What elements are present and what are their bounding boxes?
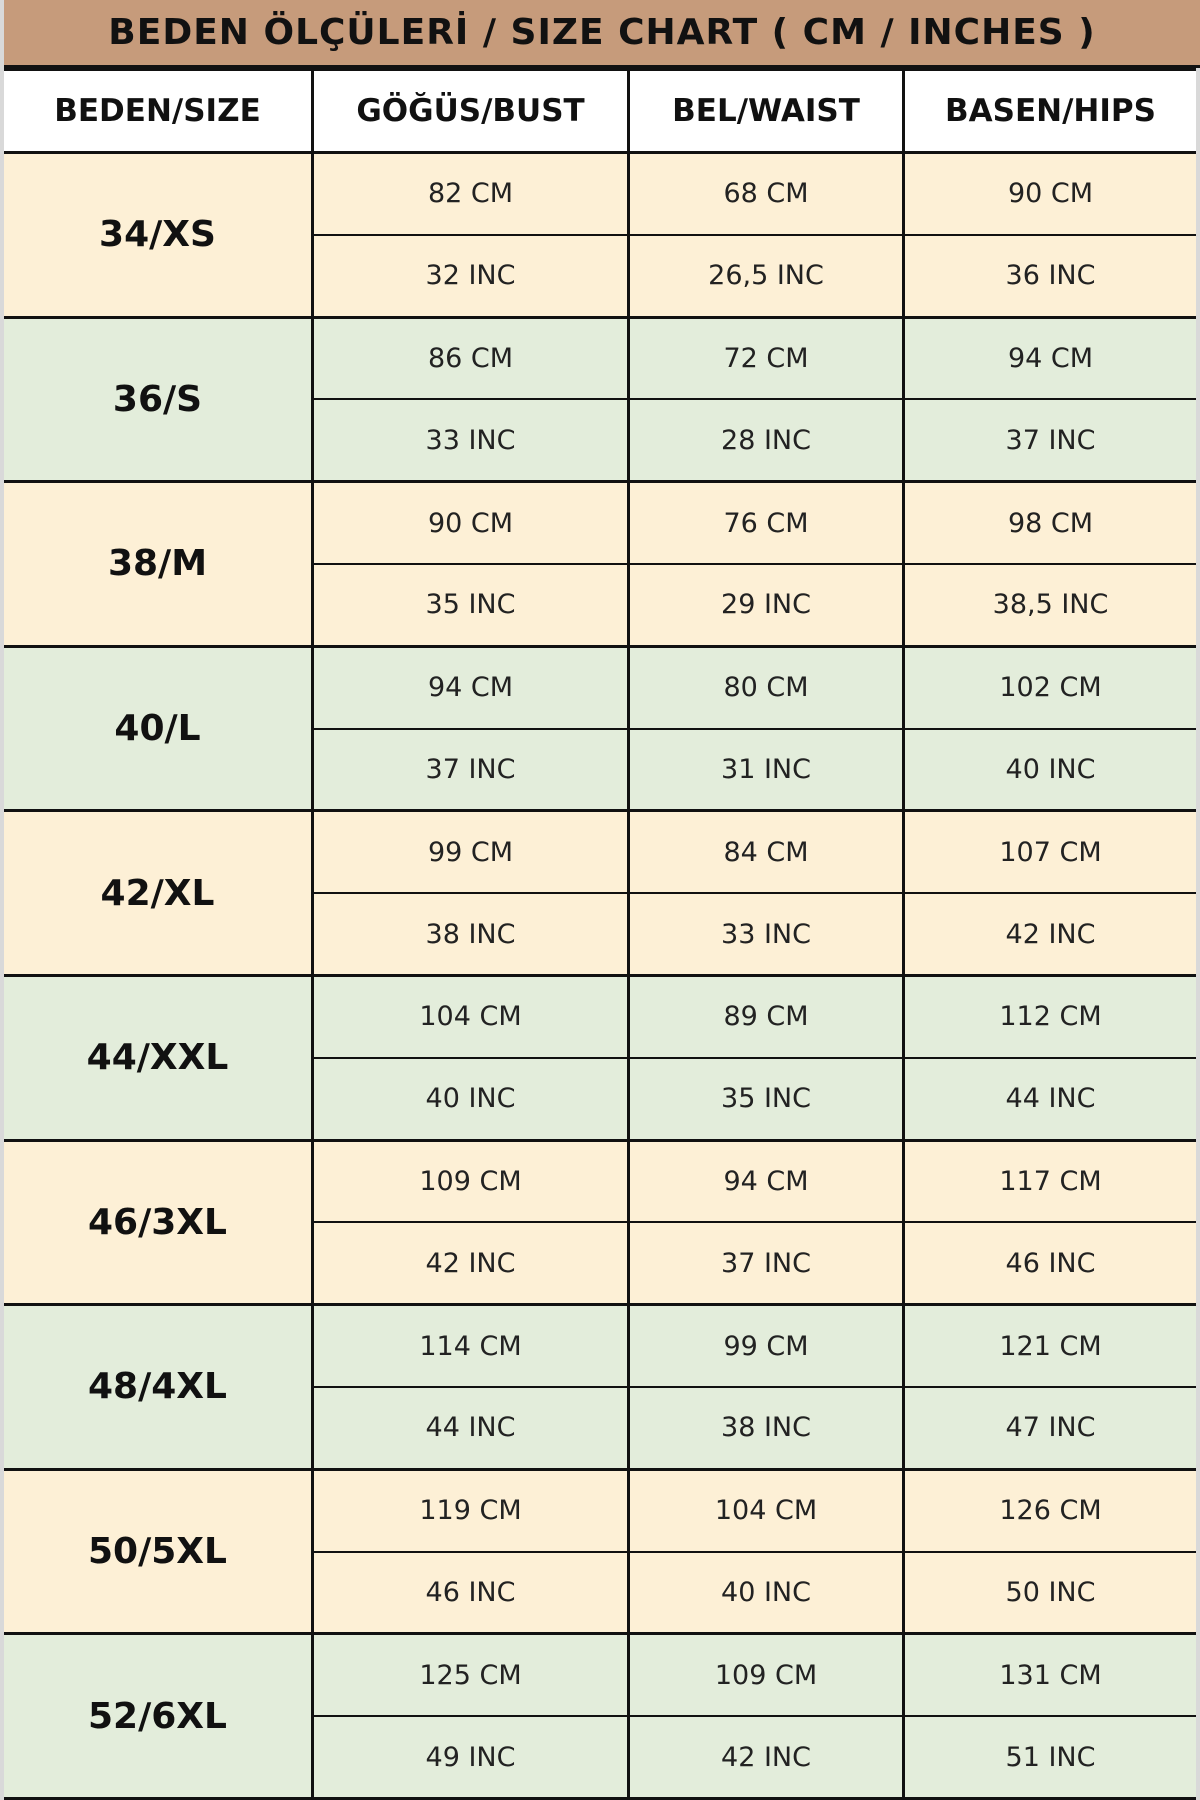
hips-cm-value: 121 CM <box>905 1306 1196 1386</box>
hips-cm-value: 94 CM <box>905 318 1196 399</box>
bust-inc-value: 46 INC <box>314 1552 627 1633</box>
bust-cm-value: 125 CM <box>314 1635 627 1716</box>
bust-inc-value: 49 INC <box>314 1717 627 1797</box>
waist-inc-value: 35 INC <box>630 1058 902 1139</box>
header-waist: BEL/WAIST <box>630 71 902 151</box>
waist-cm-value: 68 CM <box>630 154 902 234</box>
size-label: 42/XL <box>4 812 311 974</box>
bust-inc-value: 35 INC <box>314 565 627 645</box>
header-bust: GÖĞÜS/BUST <box>314 71 627 151</box>
waist-inc-value: 42 INC <box>630 1717 902 1797</box>
bust-cm-value: 104 CM <box>314 977 627 1057</box>
hips-inc-value: 37 INC <box>905 400 1196 481</box>
size-label: 38/M <box>4 483 311 645</box>
size-label: 44/XXL <box>4 977 311 1139</box>
waist-inc-value: 40 INC <box>630 1552 902 1633</box>
hips-inc-value: 36 INC <box>905 235 1196 316</box>
hips-inc-value: 51 INC <box>905 1717 1196 1797</box>
size-chart-table: BEDEN/SIZE GÖĞÜS/BUST BEL/WAIST BASEN/HIPS 3… <box>4 68 1196 1800</box>
bust-cm-value: 82 CM <box>314 154 627 234</box>
hips-inc-value: 46 INC <box>905 1223 1196 1304</box>
waist-inc-value: 38 INC <box>630 1388 902 1468</box>
bust-cm-value: 114 CM <box>314 1306 627 1386</box>
size-label: 46/3XL <box>4 1141 311 1304</box>
waist-inc-value: 33 INC <box>630 894 902 974</box>
header-size: BEDEN/SIZE <box>4 71 311 151</box>
waist-inc-value: 37 INC <box>630 1223 902 1304</box>
hips-cm-value: 117 CM <box>905 1141 1196 1222</box>
waist-inc-value: 26,5 INC <box>630 235 902 316</box>
hips-cm-value: 126 CM <box>905 1470 1196 1551</box>
waist-cm-value: 76 CM <box>630 483 902 563</box>
waist-cm-value: 72 CM <box>630 318 902 399</box>
chart-title: BEDEN ÖLÇÜLERİ / SIZE CHART ( CM / INCHE… <box>4 0 1200 68</box>
header-hips: BASEN/HIPS <box>905 71 1196 151</box>
waist-cm-value: 84 CM <box>630 812 902 893</box>
bust-inc-value: 32 INC <box>314 235 627 316</box>
bust-inc-value: 37 INC <box>314 729 627 810</box>
waist-inc-value: 31 INC <box>630 729 902 810</box>
hips-inc-value: 44 INC <box>905 1058 1196 1139</box>
hips-inc-value: 50 INC <box>905 1552 1196 1633</box>
size-label: 50/5XL <box>4 1470 311 1633</box>
hips-inc-value: 47 INC <box>905 1388 1196 1468</box>
hips-cm-value: 107 CM <box>905 812 1196 893</box>
bust-cm-value: 99 CM <box>314 812 627 893</box>
bust-cm-value: 94 CM <box>314 647 627 728</box>
waist-inc-value: 28 INC <box>630 400 902 481</box>
hips-inc-value: 42 INC <box>905 894 1196 974</box>
bust-inc-value: 38 INC <box>314 894 627 974</box>
hips-cm-value: 102 CM <box>905 647 1196 728</box>
hips-inc-value: 38,5 INC <box>905 565 1196 645</box>
bust-cm-value: 109 CM <box>314 1141 627 1222</box>
hips-cm-value: 90 CM <box>905 154 1196 234</box>
bust-inc-value: 33 INC <box>314 400 627 481</box>
bust-cm-value: 90 CM <box>314 483 627 563</box>
bust-inc-value: 44 INC <box>314 1388 627 1468</box>
hips-inc-value: 40 INC <box>905 729 1196 810</box>
waist-cm-value: 109 CM <box>630 1635 902 1716</box>
size-label: 34/XS <box>4 154 311 316</box>
hips-cm-value: 98 CM <box>905 483 1196 563</box>
waist-cm-value: 80 CM <box>630 647 902 728</box>
waist-cm-value: 89 CM <box>630 977 902 1057</box>
waist-cm-value: 94 CM <box>630 1141 902 1222</box>
size-label: 40/L <box>4 647 311 810</box>
bust-cm-value: 86 CM <box>314 318 627 399</box>
waist-inc-value: 29 INC <box>630 565 902 645</box>
size-label: 48/4XL <box>4 1306 311 1468</box>
size-label: 52/6XL <box>4 1635 311 1797</box>
hips-cm-value: 131 CM <box>905 1635 1196 1716</box>
waist-cm-value: 104 CM <box>630 1470 902 1551</box>
bust-inc-value: 42 INC <box>314 1223 627 1304</box>
size-label: 36/S <box>4 318 311 481</box>
waist-cm-value: 99 CM <box>630 1306 902 1386</box>
bust-inc-value: 40 INC <box>314 1058 627 1139</box>
bust-cm-value: 119 CM <box>314 1470 627 1551</box>
hips-cm-value: 112 CM <box>905 977 1196 1057</box>
